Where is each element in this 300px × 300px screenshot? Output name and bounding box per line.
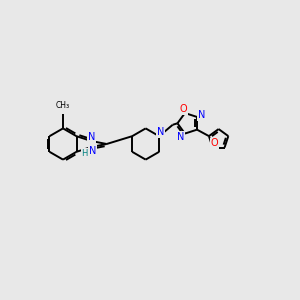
Text: N: N <box>198 110 206 121</box>
Text: N: N <box>89 146 97 156</box>
Text: H: H <box>82 149 88 158</box>
Text: O: O <box>210 138 218 148</box>
Text: N: N <box>157 127 164 137</box>
Text: CH₃: CH₃ <box>56 101 70 110</box>
Text: N: N <box>88 132 95 142</box>
Text: N: N <box>177 132 184 142</box>
Text: O: O <box>180 104 187 114</box>
